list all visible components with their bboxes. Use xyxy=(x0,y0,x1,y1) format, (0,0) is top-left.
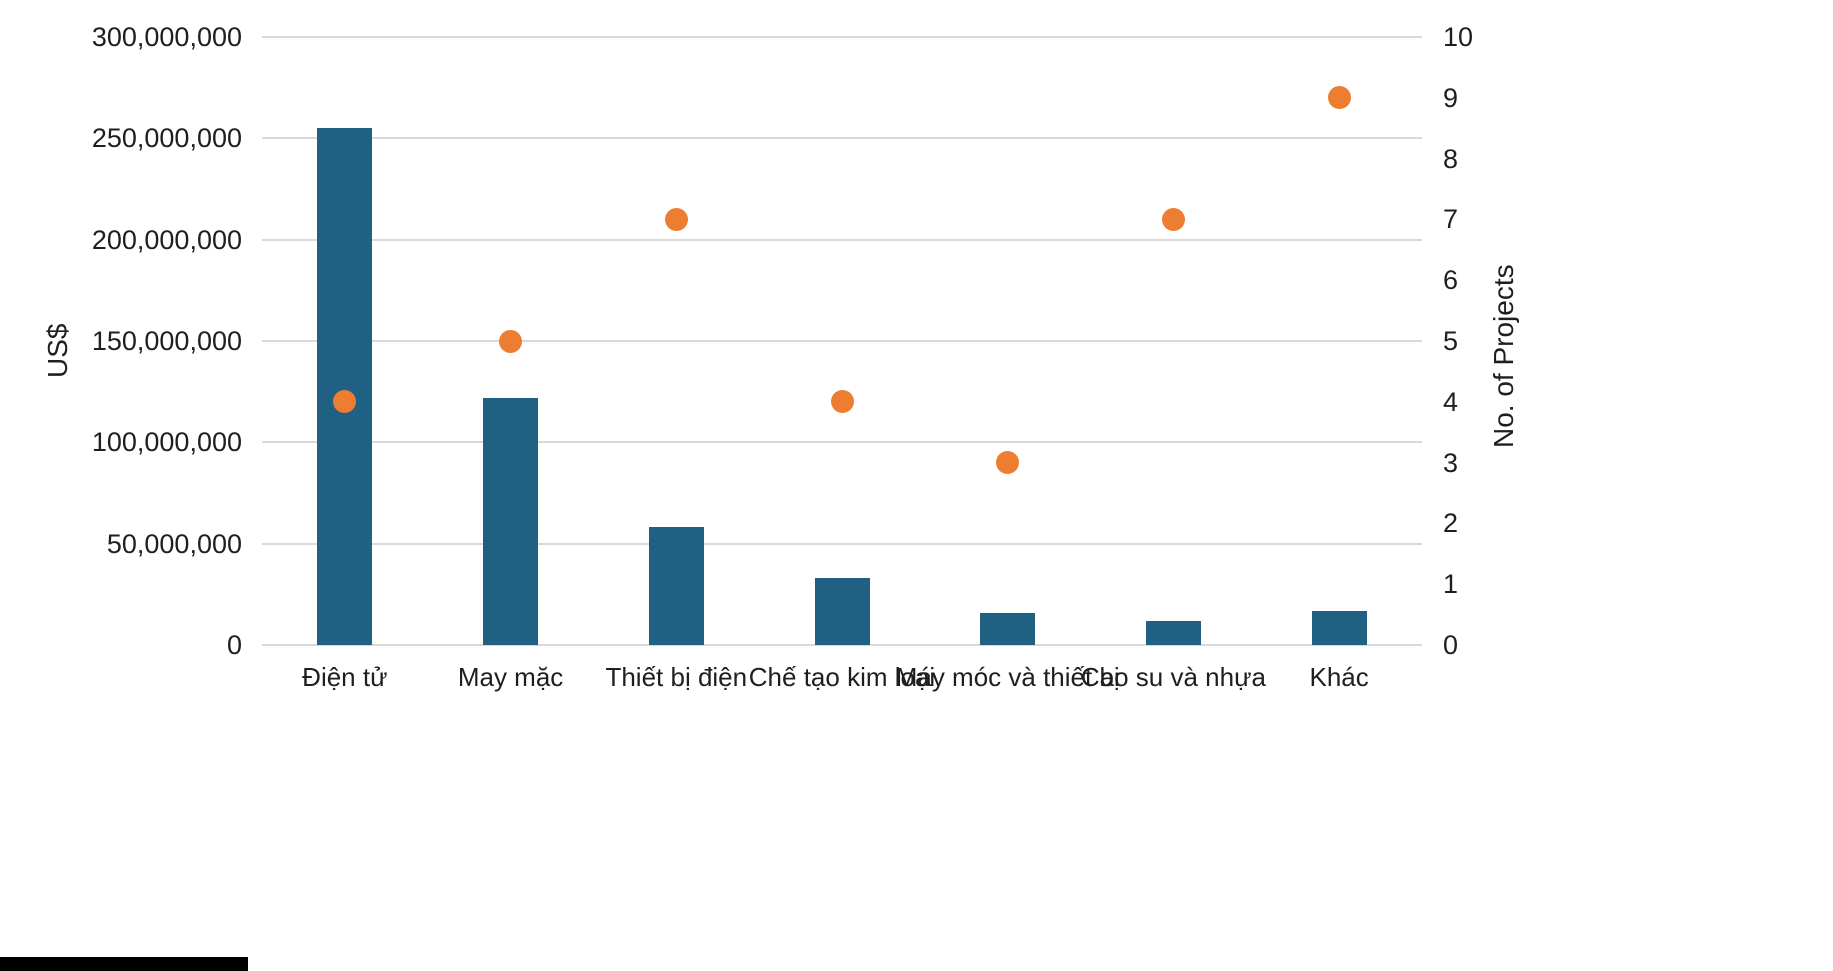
left-axis-tick: 0 xyxy=(226,630,242,660)
right-axis-tick: 6 xyxy=(1443,265,1459,296)
right-axis-tick: 4 xyxy=(1443,386,1459,417)
gridline xyxy=(262,542,1422,545)
scatter-dot-1 xyxy=(499,329,523,353)
bar-6 xyxy=(1311,610,1367,645)
right-axis-tick: 5 xyxy=(1443,326,1459,356)
right-axis-tick: 10 xyxy=(1443,22,1474,52)
right-axis-tick: 9 xyxy=(1443,82,1459,113)
scatter-dot-6 xyxy=(1327,86,1351,110)
gridline xyxy=(262,137,1422,140)
category-label-5: Cao su và nhựa xyxy=(1080,662,1266,692)
left-axis-tick: 300,000,000 xyxy=(91,22,242,52)
bar-1 xyxy=(483,397,539,645)
category-label-4: Máy móc và thiết bị xyxy=(895,662,1120,692)
scatter-dot-5 xyxy=(1161,207,1185,231)
category-label-3: Chế tạo kim loại xyxy=(748,662,936,692)
bar-3 xyxy=(814,578,870,645)
category-label-2: Thiết bị điện xyxy=(605,662,748,692)
left-axis-tick: 200,000,000 xyxy=(91,224,242,255)
category-label-6: Khác xyxy=(1309,662,1369,692)
right-axis-tick: 3 xyxy=(1443,447,1459,478)
bar-0 xyxy=(317,128,373,645)
gridline xyxy=(262,441,1422,444)
right-axis-tick: 8 xyxy=(1443,143,1459,174)
left-axis-title: US$ xyxy=(42,323,73,378)
gridline xyxy=(262,36,1422,38)
category-label-0: Điện tử xyxy=(302,662,388,692)
bottom-black-strip xyxy=(0,957,248,971)
scatter-dot-3 xyxy=(830,390,854,414)
right-axis-tick: 1 xyxy=(1443,569,1459,600)
gridline xyxy=(262,644,1422,646)
bar-5 xyxy=(1145,620,1201,645)
category-label-1: May mặc xyxy=(457,662,564,692)
scatter-dot-2 xyxy=(664,207,688,231)
right-axis-title: No. of Projects xyxy=(1488,264,1519,448)
left-axis-tick: 250,000,000 xyxy=(91,123,242,154)
bar-2 xyxy=(648,527,704,645)
bar-4 xyxy=(980,612,1036,645)
gridline xyxy=(262,340,1422,342)
left-axis-tick: 100,000,000 xyxy=(91,427,242,458)
gridline xyxy=(262,238,1422,241)
right-axis-tick: 7 xyxy=(1443,204,1459,235)
left-axis-tick: 150,000,000 xyxy=(91,326,242,356)
left-axis-tick: 50,000,000 xyxy=(106,528,242,559)
right-axis-tick: 0 xyxy=(1443,630,1459,660)
scatter-dot-0 xyxy=(333,390,357,414)
right-axis-tick: 2 xyxy=(1443,508,1459,539)
scatter-dot-4 xyxy=(996,451,1020,475)
